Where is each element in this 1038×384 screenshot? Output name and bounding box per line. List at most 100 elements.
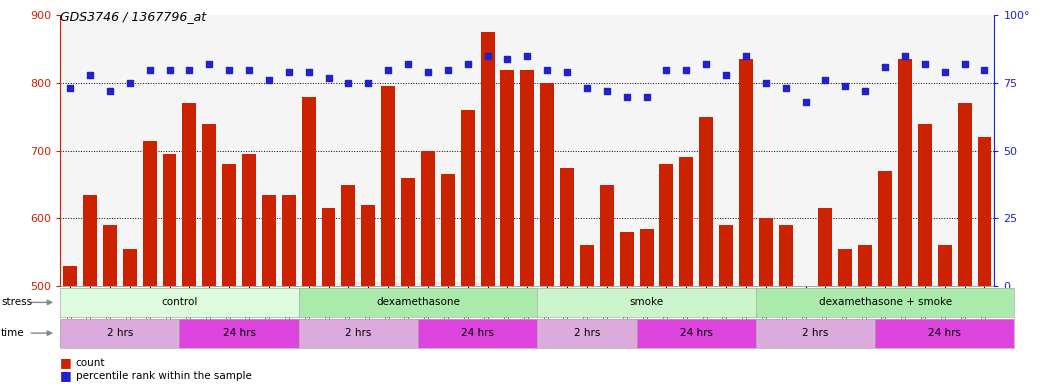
Point	[619, 94, 635, 100]
Bar	[342, 185, 355, 286]
Bar	[798, 286, 813, 320]
Bar	[361, 205, 376, 286]
Point	[678, 66, 694, 73]
Bar	[839, 249, 852, 286]
Point	[300, 69, 317, 75]
Bar	[461, 110, 474, 286]
Bar	[600, 185, 613, 286]
Text: 24 hrs: 24 hrs	[222, 328, 255, 338]
Bar	[222, 164, 236, 286]
Text: 2 hrs: 2 hrs	[107, 328, 133, 338]
Point	[638, 94, 655, 100]
Point	[121, 80, 138, 86]
Bar	[142, 141, 157, 286]
Text: GDS3746 / 1367796_at: GDS3746 / 1367796_at	[60, 10, 207, 23]
Point	[499, 56, 516, 62]
Point	[201, 61, 218, 67]
Bar	[937, 245, 952, 286]
Point	[956, 61, 973, 67]
Point	[817, 77, 834, 83]
Bar	[242, 154, 256, 286]
Bar	[639, 228, 654, 286]
Point	[400, 61, 416, 67]
Bar	[520, 70, 535, 286]
Bar	[719, 225, 733, 286]
Bar	[739, 60, 753, 286]
Bar	[381, 86, 395, 286]
Point	[877, 64, 894, 70]
Bar	[561, 168, 574, 286]
Bar	[401, 178, 415, 286]
Bar	[580, 245, 594, 286]
Point	[698, 61, 714, 67]
Text: 2 hrs: 2 hrs	[346, 328, 372, 338]
Point	[917, 61, 933, 67]
Point	[539, 66, 555, 73]
Bar	[659, 164, 674, 286]
Point	[221, 66, 238, 73]
Bar	[540, 83, 554, 286]
Text: 24 hrs: 24 hrs	[928, 328, 961, 338]
Point	[976, 66, 992, 73]
Text: 2 hrs: 2 hrs	[574, 328, 600, 338]
Point	[460, 61, 476, 67]
Point	[519, 53, 536, 59]
Bar	[958, 103, 972, 286]
Point	[241, 66, 257, 73]
Bar	[700, 117, 713, 286]
Point	[837, 83, 853, 89]
Bar	[918, 124, 932, 286]
Point	[738, 53, 755, 59]
Text: ■: ■	[60, 369, 72, 382]
Bar	[63, 266, 77, 286]
Text: dexamethasone + smoke: dexamethasone + smoke	[819, 297, 952, 308]
Bar	[262, 195, 276, 286]
Text: 2 hrs: 2 hrs	[802, 328, 828, 338]
Point	[340, 80, 357, 86]
Bar	[282, 195, 296, 286]
Point	[558, 69, 575, 75]
Bar	[978, 137, 991, 286]
Bar	[898, 60, 912, 286]
Point	[161, 66, 177, 73]
Point	[717, 72, 734, 78]
Point	[261, 77, 277, 83]
Point	[480, 53, 496, 59]
Text: percentile rank within the sample: percentile rank within the sample	[76, 371, 251, 381]
Bar	[103, 225, 117, 286]
Point	[280, 69, 297, 75]
Text: control: control	[161, 297, 197, 308]
Point	[360, 80, 377, 86]
Point	[439, 66, 456, 73]
Point	[797, 99, 814, 105]
Bar	[819, 208, 832, 286]
Text: count: count	[76, 358, 105, 368]
Text: time: time	[1, 328, 25, 338]
Text: ■: ■	[60, 356, 72, 369]
Point	[141, 66, 158, 73]
Point	[857, 88, 874, 94]
Bar	[163, 154, 176, 286]
Bar	[858, 245, 872, 286]
Bar	[679, 157, 693, 286]
Point	[758, 80, 774, 86]
Text: stress: stress	[1, 297, 32, 308]
Bar	[202, 124, 216, 286]
Point	[936, 69, 953, 75]
Point	[897, 53, 913, 59]
Point	[777, 85, 794, 91]
Point	[599, 88, 616, 94]
Bar	[500, 70, 515, 286]
Point	[102, 88, 118, 94]
Point	[419, 69, 436, 75]
Point	[578, 85, 595, 91]
Bar	[878, 171, 892, 286]
Bar	[302, 96, 316, 286]
Bar	[441, 174, 455, 286]
Point	[321, 74, 337, 81]
Text: dexamethasone: dexamethasone	[376, 297, 460, 308]
Point	[380, 66, 397, 73]
Bar	[322, 208, 335, 286]
Point	[82, 72, 99, 78]
Bar	[778, 225, 793, 286]
